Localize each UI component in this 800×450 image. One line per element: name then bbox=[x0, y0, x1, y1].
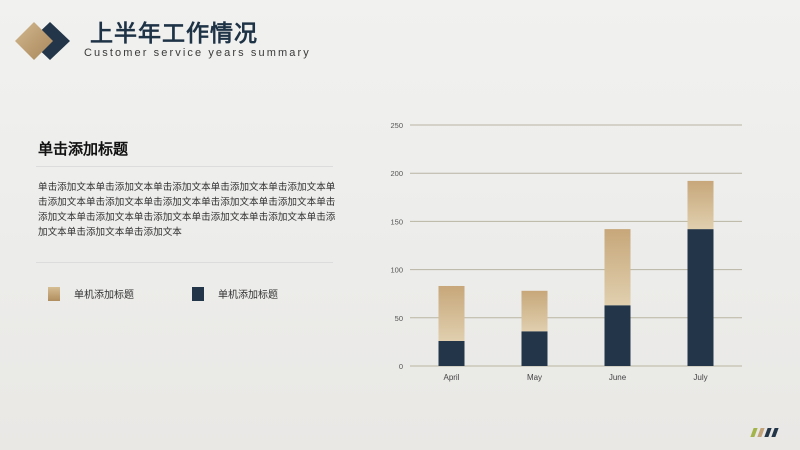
divider-top bbox=[36, 166, 333, 167]
legend-swatch-navy bbox=[192, 286, 204, 301]
legend-item-2: 单机添加标题 bbox=[192, 286, 278, 301]
legend-item-1: 单机添加标题 bbox=[48, 286, 134, 301]
bar-july-segment-2[interactable] bbox=[687, 180, 714, 230]
bar-july-segment-1[interactable] bbox=[687, 229, 714, 366]
x-tick-label: May bbox=[527, 373, 542, 382]
page-subtitle: Customer service years summary bbox=[84, 47, 311, 59]
legend-label-2[interactable]: 单机添加标题 bbox=[218, 290, 278, 301]
legend-swatch-gold bbox=[48, 286, 60, 301]
body-text[interactable]: 单击添加文本单击添加文本单击添加文本单击添加文本单击添加文本单击添加文本单击添加… bbox=[38, 182, 336, 238]
section-heading[interactable]: 单击添加标题 bbox=[38, 140, 129, 158]
stacked-bar-chart: 0 50 100 150 200 250 April May June July bbox=[390, 121, 742, 382]
bar-june-segment-1[interactable] bbox=[604, 305, 631, 366]
y-tick-label: 50 bbox=[395, 314, 403, 323]
diamond-logo-icon bbox=[15, 22, 70, 60]
gold-diamond bbox=[15, 22, 53, 60]
bar-june-segment-2[interactable] bbox=[604, 229, 631, 306]
y-tick-label: 150 bbox=[390, 217, 403, 226]
y-tick-label: 0 bbox=[399, 362, 403, 371]
y-tick-label: 100 bbox=[390, 266, 403, 275]
legend-label-1[interactable]: 单机添加标题 bbox=[74, 290, 134, 301]
x-tick-label: June bbox=[609, 373, 627, 382]
x-tick-label: April bbox=[443, 373, 459, 382]
page-title: 上半年工作情况 bbox=[90, 21, 258, 47]
bar-may-segment-1[interactable] bbox=[521, 331, 548, 366]
bar-may-segment-2[interactable] bbox=[521, 290, 548, 332]
x-tick-label: July bbox=[693, 373, 707, 382]
y-tick-label: 200 bbox=[390, 169, 403, 178]
y-tick-label: 250 bbox=[390, 121, 403, 130]
divider-bottom bbox=[36, 262, 333, 263]
footer-marks bbox=[750, 428, 779, 437]
bar-april-segment-1[interactable] bbox=[438, 340, 465, 366]
bar-april-segment-2[interactable] bbox=[438, 285, 465, 341]
